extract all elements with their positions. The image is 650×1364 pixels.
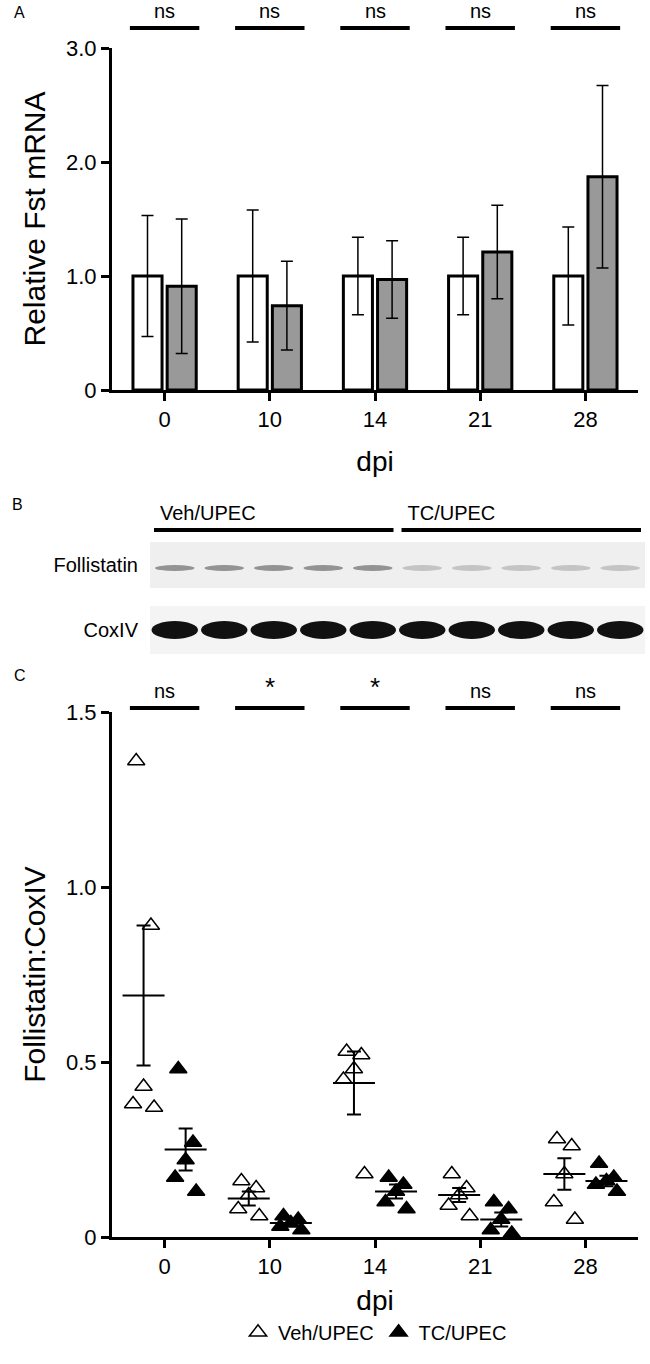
svg-text:CoxIV: CoxIV xyxy=(84,619,139,641)
svg-text:28: 28 xyxy=(573,407,597,432)
svg-text:1.0: 1.0 xyxy=(66,875,97,900)
svg-text:1.5: 1.5 xyxy=(66,700,97,725)
svg-text:ns: ns xyxy=(154,680,175,702)
svg-text:14: 14 xyxy=(363,407,387,432)
svg-text:ns: ns xyxy=(259,0,280,22)
svg-text:21: 21 xyxy=(468,1254,492,1279)
svg-text:dpi: dpi xyxy=(356,1285,393,1316)
svg-text:Relative Fst mRNA: Relative Fst mRNA xyxy=(18,91,51,346)
svg-text:3.0: 3.0 xyxy=(66,36,97,61)
svg-text:B: B xyxy=(12,496,23,513)
svg-text:10: 10 xyxy=(258,407,282,432)
svg-text:TC/UPEC: TC/UPEC xyxy=(408,502,496,524)
svg-text:ns: ns xyxy=(470,680,491,702)
svg-text:Follistatin:CoxIV: Follistatin:CoxIV xyxy=(18,866,51,1083)
svg-text:C: C xyxy=(14,667,26,684)
svg-text:*: * xyxy=(265,672,275,702)
svg-text:0: 0 xyxy=(158,407,170,432)
svg-text:0: 0 xyxy=(84,378,96,403)
svg-text:ns: ns xyxy=(575,0,596,22)
svg-text:TC/UPEC: TC/UPEC xyxy=(419,1322,507,1344)
svg-text:0.5: 0.5 xyxy=(66,1050,97,1075)
svg-text:A: A xyxy=(14,4,25,21)
svg-text:Veh/UPEC: Veh/UPEC xyxy=(278,1322,374,1344)
svg-text:1.0: 1.0 xyxy=(66,264,97,289)
svg-text:dpi: dpi xyxy=(356,446,393,477)
svg-text:2.0: 2.0 xyxy=(66,150,97,175)
svg-text:28: 28 xyxy=(573,1254,597,1279)
svg-text:14: 14 xyxy=(363,1254,387,1279)
svg-text:0: 0 xyxy=(84,1225,96,1250)
svg-text:21: 21 xyxy=(468,407,492,432)
svg-text:ns: ns xyxy=(154,0,175,22)
svg-text:ns: ns xyxy=(470,0,491,22)
svg-text:ns: ns xyxy=(575,680,596,702)
svg-text:0: 0 xyxy=(158,1254,170,1279)
svg-text:Veh/UPEC: Veh/UPEC xyxy=(160,502,256,524)
svg-text:10: 10 xyxy=(258,1254,282,1279)
svg-text:Follistatin: Follistatin xyxy=(54,554,138,576)
svg-text:ns: ns xyxy=(365,0,386,22)
svg-text:*: * xyxy=(370,672,380,702)
